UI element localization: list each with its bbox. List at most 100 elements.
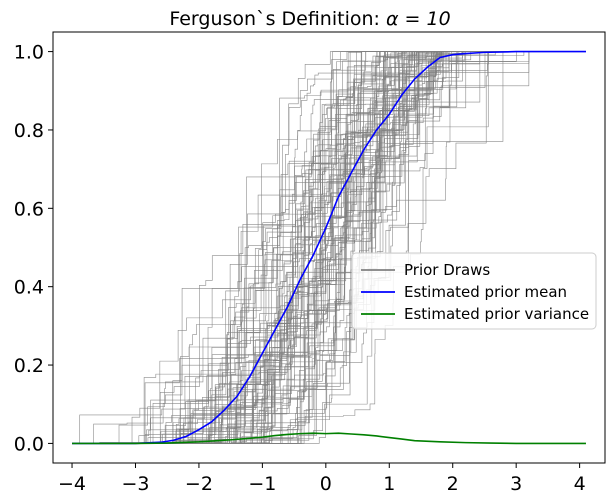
prior-draw-line bbox=[72, 51, 586, 444]
x-axis: −4 −3 −2 −1 0 1 2 3 4 bbox=[58, 463, 586, 495]
x-tick-label: −4 bbox=[58, 473, 86, 495]
title-math: α = 10 bbox=[386, 8, 451, 30]
x-tick-label: −1 bbox=[248, 473, 276, 495]
prior-draw-line bbox=[72, 51, 586, 444]
prior-draw-line bbox=[72, 51, 586, 444]
prior-draw-line bbox=[72, 51, 586, 444]
prior-draw-line bbox=[72, 51, 586, 444]
x-tick-label: 4 bbox=[574, 473, 586, 495]
prior-draw-line bbox=[72, 51, 586, 444]
y-tick-label: 0.6 bbox=[14, 198, 44, 220]
prior-draw-line bbox=[72, 51, 586, 444]
y-tick-label: 0.4 bbox=[14, 277, 44, 299]
prior-draw-line bbox=[72, 51, 586, 444]
title: Ferguson`s Definition: α = 10 bbox=[169, 8, 450, 30]
y-tick-label: 1.0 bbox=[14, 42, 44, 64]
legend: Prior Draws Estimated prior mean Estimat… bbox=[351, 252, 597, 330]
prior-draw-line bbox=[72, 51, 586, 444]
prior-draw-line bbox=[72, 51, 586, 444]
prior-draw-line bbox=[72, 51, 586, 444]
prior-draws-group bbox=[72, 51, 586, 444]
prior-draw-line bbox=[72, 51, 586, 444]
prior-draw-line bbox=[72, 51, 586, 444]
prior-draw-line bbox=[72, 51, 586, 444]
prior-draw-line bbox=[72, 51, 586, 444]
prior-variance-line bbox=[72, 432, 586, 445]
prior-draw-line bbox=[72, 51, 586, 444]
prior-draw-line bbox=[72, 51, 586, 444]
prior-draw-line bbox=[72, 51, 586, 444]
prior-draw-line bbox=[72, 51, 586, 444]
prior-draw-line bbox=[72, 51, 586, 444]
y-tick-label: 0.8 bbox=[14, 120, 44, 142]
prior-draw-line bbox=[72, 51, 586, 444]
prior-draw-line bbox=[72, 51, 586, 444]
prior-draw-line bbox=[72, 51, 586, 444]
prior-draw-line bbox=[72, 51, 586, 444]
legend-label-prior-draws: Prior Draws bbox=[404, 261, 490, 279]
prior-draw-line bbox=[72, 51, 586, 444]
prior-draw-line bbox=[72, 51, 586, 444]
prior-draw-line bbox=[72, 51, 586, 444]
y-tick-label: 0.2 bbox=[14, 355, 44, 377]
prior-draw-line bbox=[72, 51, 586, 444]
prior-draw-line bbox=[72, 51, 586, 444]
prior-draw-line bbox=[72, 51, 586, 444]
prior-draw-line bbox=[72, 51, 586, 444]
prior-draw-line bbox=[72, 51, 586, 444]
prior-draw-line bbox=[72, 51, 586, 444]
prior-draw-line bbox=[72, 51, 586, 444]
prior-draw-line bbox=[72, 51, 586, 444]
prior-draw-line bbox=[72, 51, 586, 444]
plot-frame bbox=[52, 31, 606, 464]
y-axis: 0.0 0.2 0.4 0.6 0.8 1.0 bbox=[14, 42, 53, 455]
prior-draw-line bbox=[72, 51, 586, 444]
svg-text:Ferguson`s Definition: α = 10: Ferguson`s Definition: α = 10 bbox=[169, 8, 450, 30]
prior-draw-line bbox=[72, 51, 586, 444]
prior-draw-line bbox=[72, 51, 586, 444]
prior-draw-line bbox=[72, 51, 586, 444]
x-tick-label: 0 bbox=[320, 473, 332, 495]
x-tick-label: −2 bbox=[185, 473, 213, 495]
prior-draw-line bbox=[72, 51, 586, 444]
legend-box bbox=[351, 252, 597, 330]
prior-draw-line bbox=[72, 51, 586, 444]
prior-draw-line bbox=[72, 51, 586, 444]
prior-draw-line bbox=[72, 51, 586, 444]
prior-draw-line bbox=[72, 51, 586, 444]
prior-draw-line bbox=[72, 51, 586, 444]
prior-draw-line bbox=[72, 51, 586, 444]
x-tick-label: −3 bbox=[121, 473, 149, 495]
prior-draw-line bbox=[72, 51, 586, 444]
prior-draw-line bbox=[72, 51, 586, 444]
prior-draw-line bbox=[72, 51, 586, 444]
prior-draw-line bbox=[72, 51, 586, 444]
prior-draw-line bbox=[72, 51, 586, 444]
prior-draw-line bbox=[72, 51, 586, 444]
prior-draw-line bbox=[72, 51, 586, 444]
prior-draw-line bbox=[72, 51, 586, 444]
prior-draw-line bbox=[72, 51, 586, 444]
prior-draw-line bbox=[72, 51, 586, 444]
prior-draw-line bbox=[72, 51, 586, 444]
prior-draw-line bbox=[72, 51, 586, 444]
prior-draw-line bbox=[72, 51, 586, 444]
prior-draw-line bbox=[72, 51, 586, 444]
prior-draw-line bbox=[72, 51, 586, 444]
prior-draw-line bbox=[72, 51, 586, 444]
prior-draw-line bbox=[72, 51, 586, 444]
prior-draw-line bbox=[72, 51, 586, 444]
prior-draw-line bbox=[72, 51, 586, 444]
x-tick-label: 1 bbox=[383, 473, 395, 495]
legend-label-prior-variance: Estimated prior variance bbox=[404, 305, 589, 323]
prior-draw-line bbox=[72, 51, 586, 444]
prior-mean-line bbox=[72, 50, 586, 445]
series-group bbox=[72, 50, 586, 445]
title-prefix: Ferguson`s Definition: bbox=[169, 8, 386, 30]
x-tick-label: 3 bbox=[510, 473, 522, 495]
prior-draw-line bbox=[72, 51, 586, 444]
prior-draw-line bbox=[72, 51, 586, 444]
prior-draw-line bbox=[72, 51, 586, 444]
legend-label-prior-mean: Estimated prior mean bbox=[404, 283, 567, 301]
prior-draw-line bbox=[72, 51, 586, 444]
